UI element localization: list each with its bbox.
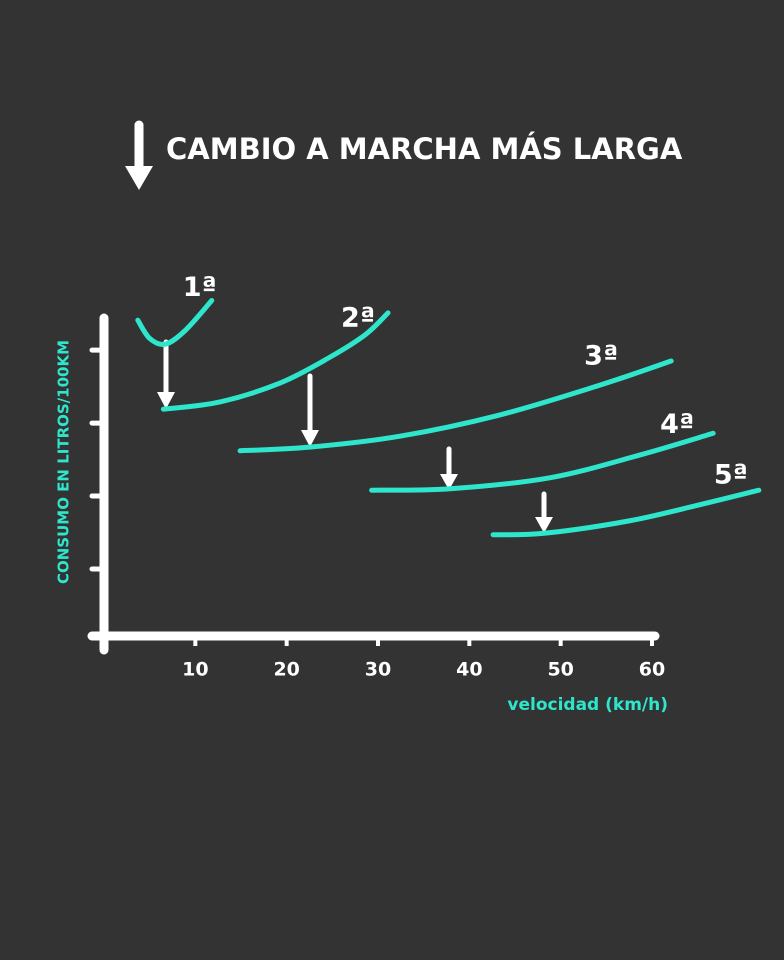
- x-tick-label: 10: [182, 659, 208, 681]
- series-line: [490, 487, 762, 538]
- series-label: 3ª: [584, 341, 618, 372]
- series-label: 1ª: [183, 272, 217, 303]
- series-label: 4ª: [660, 409, 694, 440]
- series-label: 5ª: [714, 460, 748, 491]
- series-label: 2ª: [341, 302, 375, 333]
- y-axis-label: CONSUMO EN LITROS/100KM: [55, 340, 73, 584]
- series-line: [160, 310, 391, 412]
- series-line: [135, 297, 215, 348]
- legend-arrow: [125, 120, 153, 190]
- shift-arrows: [157, 339, 553, 533]
- x-tick-label: 20: [273, 659, 299, 681]
- x-tick-label: 60: [639, 659, 665, 681]
- x-axis-label: velocidad (km/h): [507, 695, 668, 715]
- x-tick-label: 50: [547, 659, 573, 681]
- x-tick-label: 30: [365, 659, 391, 681]
- series-line: [237, 358, 674, 454]
- legend-label: CAMBIO A MARCHA MÁS LARGA: [166, 132, 683, 166]
- series-line: [369, 430, 716, 493]
- x-tick-label: 40: [456, 659, 482, 681]
